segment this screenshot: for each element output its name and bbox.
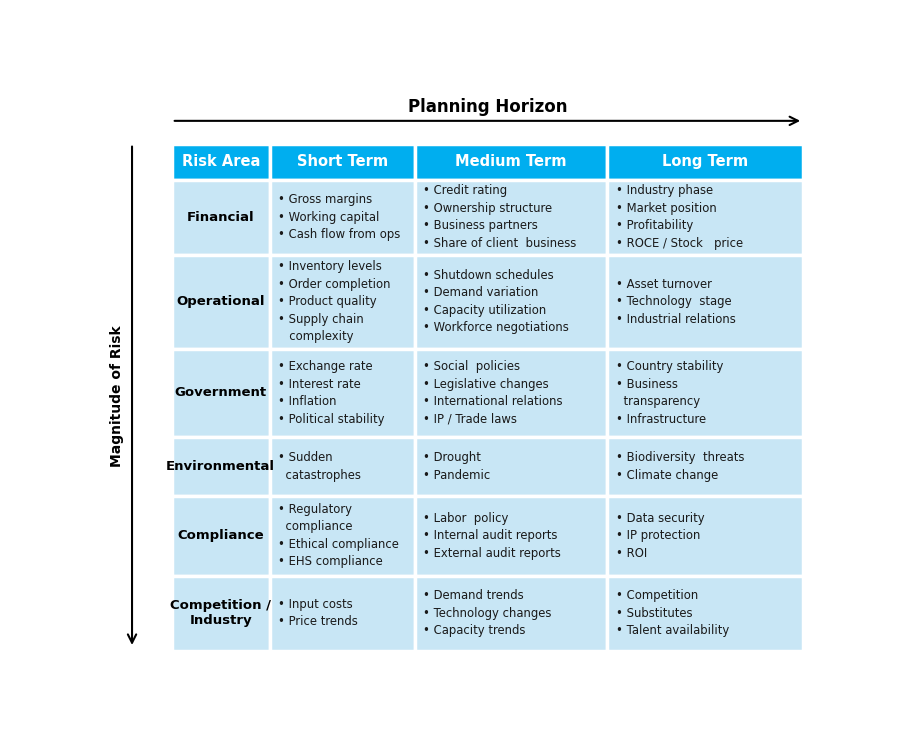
Bar [415, 144, 608, 180]
Text: Competition /
Industry: Competition / Industry [170, 599, 271, 627]
Text: • Inventory levels
• Order completion
• Product quality
• Supply chain
   comple: • Inventory levels • Order completion • … [278, 260, 391, 343]
Bar [270, 437, 415, 496]
Bar [415, 437, 608, 496]
Bar [608, 576, 803, 651]
Text: • Labor  policy
• Internal audit reports
• External audit reports: • Labor policy • Internal audit reports … [423, 512, 561, 559]
Text: Long Term: Long Term [662, 154, 748, 169]
Text: Magnitude of Risk: Magnitude of Risk [110, 325, 123, 466]
Text: Operational: Operational [176, 295, 265, 308]
Text: • Gross margins
• Working capital
• Cash flow from ops: • Gross margins • Working capital • Cash… [278, 193, 400, 241]
Bar [608, 144, 803, 180]
Bar [608, 496, 803, 576]
Bar [172, 437, 270, 496]
Bar [270, 144, 415, 180]
Bar [415, 496, 608, 576]
Bar [415, 254, 608, 348]
Bar [415, 348, 608, 437]
Text: • Input costs
• Price trends: • Input costs • Price trends [278, 598, 357, 629]
Bar [172, 180, 270, 254]
Text: • Industry phase
• Market position
• Profitability
• ROCE / Stock   price: • Industry phase • Market position • Pro… [616, 185, 742, 250]
Text: Medium Term: Medium Term [455, 154, 567, 169]
Text: • Drought
• Pandemic: • Drought • Pandemic [423, 451, 491, 481]
Bar [270, 576, 415, 651]
Text: Short Term: Short Term [297, 154, 388, 169]
Text: Planning Horizon: Planning Horizon [408, 98, 567, 116]
Bar [608, 348, 803, 437]
Text: Risk Area: Risk Area [182, 154, 260, 169]
Bar [270, 254, 415, 348]
Bar [172, 144, 270, 180]
Text: Government: Government [175, 386, 266, 400]
Text: • Regulatory
  compliance
• Ethical compliance
• EHS compliance: • Regulatory compliance • Ethical compli… [278, 503, 399, 568]
Text: • Biodiversity  threats
• Climate change: • Biodiversity threats • Climate change [616, 451, 744, 481]
Bar [608, 437, 803, 496]
Bar [415, 180, 608, 254]
Text: • Data security
• IP protection
• ROI: • Data security • IP protection • ROI [616, 512, 705, 559]
Text: Environmental: Environmental [166, 460, 275, 473]
Bar [172, 254, 270, 348]
Bar [172, 496, 270, 576]
Text: • Country stability
• Business
  transparency
• Infrastructure: • Country stability • Business transpare… [616, 360, 723, 426]
Bar [270, 180, 415, 254]
Bar [270, 348, 415, 437]
Bar [270, 496, 415, 576]
Text: • Competition
• Substitutes
• Talent availability: • Competition • Substitutes • Talent ava… [616, 589, 729, 637]
Bar [172, 576, 270, 651]
Text: • Shutdown schedules
• Demand variation
• Capacity utilization
• Workforce negot: • Shutdown schedules • Demand variation … [423, 269, 569, 334]
Text: • Credit rating
• Ownership structure
• Business partners
• Share of client  bus: • Credit rating • Ownership structure • … [423, 185, 576, 250]
Text: • Exchange rate
• Interest rate
• Inflation
• Political stability: • Exchange rate • Interest rate • Inflat… [278, 360, 384, 426]
Text: • Demand trends
• Technology changes
• Capacity trends: • Demand trends • Technology changes • C… [423, 589, 552, 637]
Bar [415, 576, 608, 651]
Bar [172, 348, 270, 437]
Text: • Sudden
  catastrophes: • Sudden catastrophes [278, 451, 361, 481]
Text: • Asset turnover
• Technology  stage
• Industrial relations: • Asset turnover • Technology stage • In… [616, 278, 735, 326]
Text: Compliance: Compliance [177, 529, 264, 542]
Bar [608, 180, 803, 254]
Text: Financial: Financial [187, 211, 255, 224]
Text: • Social  policies
• Legislative changes
• International relations
• IP / Trade : • Social policies • Legislative changes … [423, 360, 562, 426]
Bar [608, 254, 803, 348]
